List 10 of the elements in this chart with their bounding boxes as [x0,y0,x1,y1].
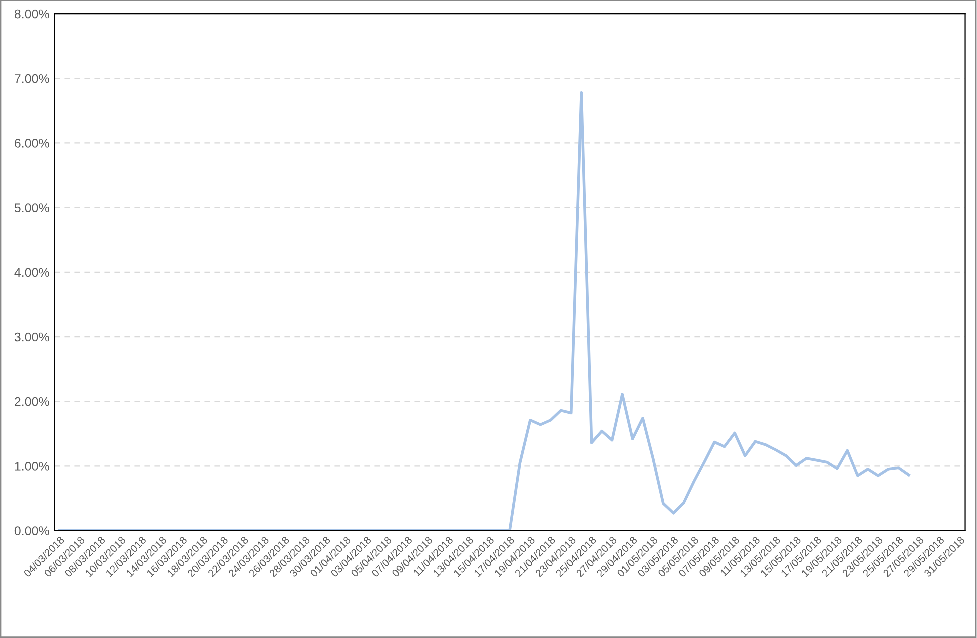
line-series [58,91,910,531]
y-tick-label: 0.00% [14,526,50,536]
y-tick-label: 2.00% [15,397,50,406]
y-tick-label: 3.00% [14,332,50,342]
y-tick-label: 5.00% [14,204,50,212]
y-tick-label: 1.00% [15,462,50,471]
y-tick-label: 8.00% [14,10,50,19]
y-tick-label: 4.00% [14,268,50,278]
y-tick-label: 7.00% [15,74,50,84]
y-tick-label: 6.00% [15,139,50,148]
